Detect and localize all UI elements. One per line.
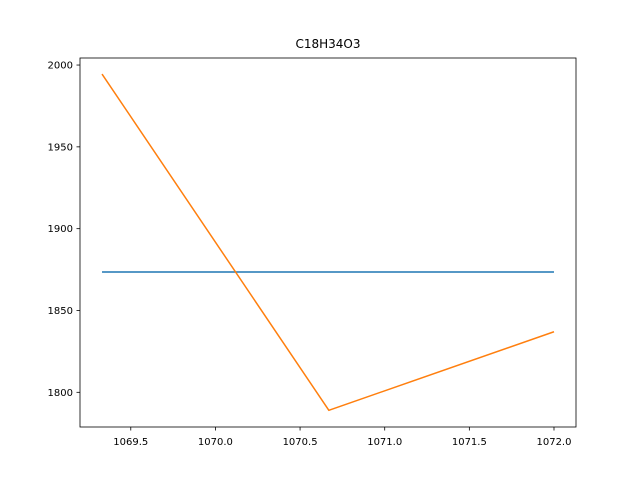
y-tick-label: 1900 (48, 224, 73, 235)
y-tick-label: 1950 (48, 142, 73, 153)
x-tick-label: 1071.5 (452, 437, 487, 448)
x-tick-label: 1071.0 (367, 437, 402, 448)
plot-area (79, 57, 577, 428)
chart-title: C18H34O3 (295, 37, 360, 51)
series-layer (101, 73, 555, 412)
x-tick-label: 1070.5 (283, 437, 318, 448)
x-tick-label: 1070.0 (198, 437, 233, 448)
x-axis: 1069.5 1070.0 1070.5 1071.0 1071.5 1072.0 (113, 427, 571, 448)
y-axis: 1800 1850 1900 1950 2000 (48, 61, 80, 399)
y-tick-label: 1800 (48, 388, 73, 399)
y-tick-label: 1850 (48, 306, 73, 317)
y-tick-label: 2000 (48, 61, 73, 72)
x-tick-label: 1072.0 (536, 437, 571, 448)
series-line-2 (101, 73, 555, 412)
x-tick-label: 1069.5 (113, 437, 148, 448)
